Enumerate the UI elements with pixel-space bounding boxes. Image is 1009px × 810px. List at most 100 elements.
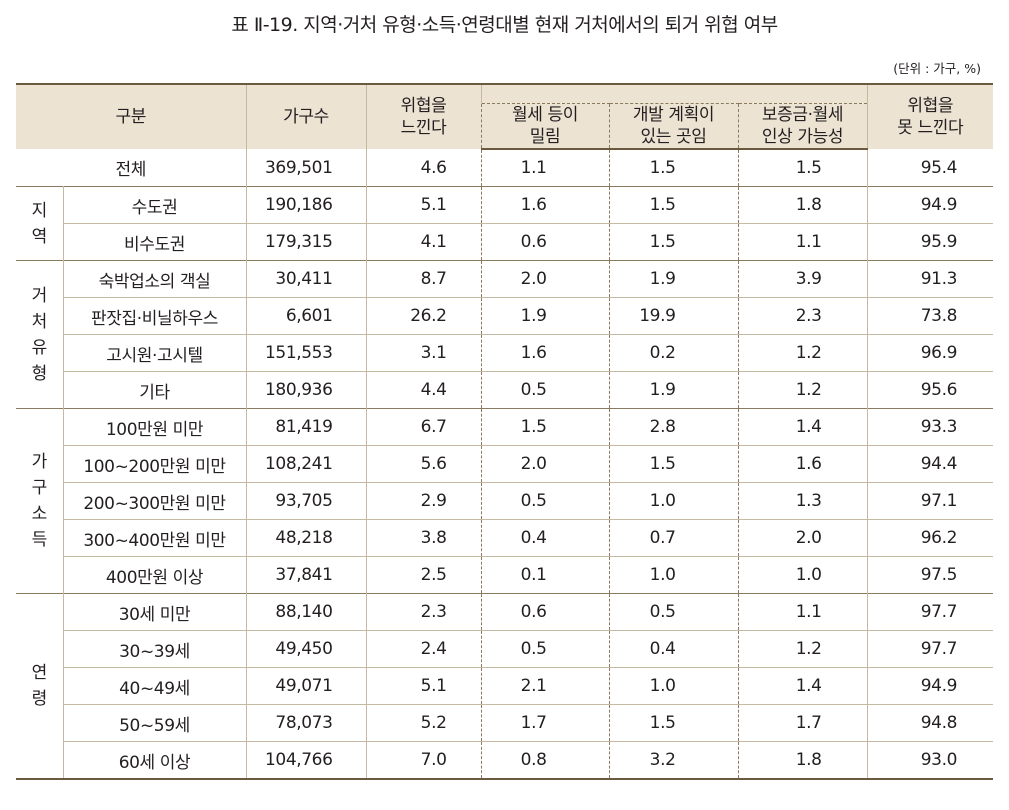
row-label: 비수도권 xyxy=(63,223,247,261)
cell-reason-rent-increase: 1.8 xyxy=(737,741,868,780)
row-label: 판잣집·비닐하우스 xyxy=(63,297,247,335)
cell-reason-development: 1.5 xyxy=(608,445,739,483)
cell-threat: 5.6 xyxy=(365,445,482,483)
cell-threat: 2.4 xyxy=(365,630,482,668)
cell-threat: 4.4 xyxy=(365,371,482,409)
group-label-char: 형 xyxy=(31,363,48,384)
cell-households: 6,601 xyxy=(245,297,367,335)
cell-reason-rent-arrears: 1.6 xyxy=(480,334,610,372)
cell-reason-rent-increase: 1.8 xyxy=(737,186,868,224)
header-threat: 위협을 느낀다 xyxy=(365,83,482,149)
table-row: 60세 이상 104,766 7.0 0.8 3.2 1.8 93.0 xyxy=(16,741,994,780)
cell-threat: 4.6 xyxy=(365,149,482,187)
table-row: 30~39세 49,450 2.4 0.5 0.4 1.2 97.7 xyxy=(16,630,994,668)
table-row: 40~49세 49,071 5.1 2.1 1.0 1.4 94.9 xyxy=(16,667,994,705)
cell-reason-rent-arrears: 1.5 xyxy=(480,408,610,446)
unit-note: (단위 : 가구, %) xyxy=(893,61,981,76)
cell-reason-rent-increase: 1.2 xyxy=(737,334,868,372)
table-row: 400만원 이상 37,841 2.5 0.1 1.0 1.0 97.5 xyxy=(16,556,994,594)
cell-reason-development: 1.5 xyxy=(608,704,739,742)
cell-households: 49,450 xyxy=(245,630,367,668)
header-category: 구분 xyxy=(16,83,247,149)
cell-reason-rent-increase: 1.5 xyxy=(737,149,868,187)
cell-reason-rent-arrears: 2.0 xyxy=(480,260,610,298)
cell-reason-rent-increase: 1.2 xyxy=(737,630,868,668)
cell-threat: 2.3 xyxy=(365,593,482,631)
row-label: 전체 xyxy=(115,160,147,180)
cell-reason-rent-arrears: 2.1 xyxy=(480,667,610,705)
data-table: 구분 가구수 위협을 느낀다 위협을 못 느낀다 월세 등이 밀림 개발 계획이… xyxy=(16,83,994,780)
cell-reason-development: 0.5 xyxy=(608,593,739,631)
cell-reason-rent-arrears: 1.9 xyxy=(480,297,610,335)
cell-households: 104,766 xyxy=(245,741,367,780)
cell-households: 369,501 xyxy=(245,149,367,187)
cell-reason-rent-arrears: 1.1 xyxy=(480,149,610,187)
table-row: 거 처 유 형 숙박업소의 객실 30,411 8.7 2.0 1.9 3.9 91.3 xyxy=(16,260,994,409)
cell-reason-rent-arrears: 0.1 xyxy=(480,556,610,594)
row-label: 100~200만원 미만 xyxy=(63,445,247,483)
header-households: 가구수 xyxy=(245,83,367,149)
row-label: 200~300만원 미만 xyxy=(63,482,247,520)
cell-households: 78,073 xyxy=(245,704,367,742)
cell-households: 81,419 xyxy=(245,408,367,446)
cell-reason-development: 1.9 xyxy=(608,371,739,409)
cell-reason-rent-arrears: 0.5 xyxy=(480,630,610,668)
cell-no-threat: 97.7 xyxy=(866,630,994,668)
cell-reason-development: 1.0 xyxy=(608,667,739,705)
table-row: 비수도권 179,315 4.1 0.6 1.5 1.1 95.9 xyxy=(16,223,994,261)
cell-reason-development: 3.2 xyxy=(608,741,739,780)
cell-reason-development: 1.0 xyxy=(608,556,739,594)
cell-reason-rent-increase: 2.0 xyxy=(737,519,868,557)
group-label-char: 유 xyxy=(31,337,48,358)
cell-no-threat: 97.5 xyxy=(866,556,994,594)
row-label: 300~400만원 미만 xyxy=(63,519,247,557)
header-reason-rent-increase: 보증금·월세 인상 가능성 xyxy=(737,103,868,150)
cell-reason-development: 0.4 xyxy=(608,630,739,668)
cell-households: 48,218 xyxy=(245,519,367,557)
cell-reason-development: 1.5 xyxy=(608,149,739,187)
cell-reason-development: 19.9 xyxy=(608,297,739,335)
cell-threat: 5.1 xyxy=(365,186,482,224)
cell-reason-development: 2.8 xyxy=(608,408,739,446)
cell-reason-rent-arrears: 0.5 xyxy=(480,482,610,520)
table-row: 50~59세 78,073 5.2 1.7 1.5 1.7 94.8 xyxy=(16,704,994,742)
cell-threat: 2.9 xyxy=(365,482,482,520)
cell-reason-rent-increase: 1.1 xyxy=(737,223,868,261)
cell-no-threat: 97.1 xyxy=(866,482,994,520)
table-body: 전체 369,501 4.6 1.1 1.5 1.5 95.4 지 역 수도권 190… xyxy=(16,149,994,780)
header-reason-group xyxy=(480,83,868,104)
header-reason-rent-arrears: 월세 등이 밀림 xyxy=(480,103,610,150)
cell-reason-development: 0.2 xyxy=(608,334,739,372)
row-label: 30~39세 xyxy=(63,630,247,668)
cell-households: 30,411 xyxy=(245,260,367,298)
cell-households: 108,241 xyxy=(245,445,367,483)
table-row: 200~300만원 미만 93,705 2.9 0.5 1.0 1.3 97.1 xyxy=(16,482,994,520)
row-label: 고시원·고시텔 xyxy=(63,334,247,372)
cell-reason-rent-arrears: 0.8 xyxy=(480,741,610,780)
cell-households: 88,140 xyxy=(245,593,367,631)
cell-no-threat: 95.4 xyxy=(866,149,994,187)
cell-threat: 2.5 xyxy=(365,556,482,594)
group-label-char: 가 xyxy=(31,452,48,472)
cell-households: 180,936 xyxy=(245,371,367,409)
cell-threat: 6.7 xyxy=(365,408,482,446)
group-label-char: 연 xyxy=(31,663,48,683)
cell-threat: 8.7 xyxy=(365,260,482,298)
cell-threat: 5.2 xyxy=(365,704,482,742)
cell-no-threat: 97.7 xyxy=(866,593,994,631)
cell-threat: 26.2 xyxy=(365,297,482,335)
row-label: 숙박업소의 객실 xyxy=(63,260,247,298)
cell-reason-rent-arrears: 0.6 xyxy=(480,593,610,631)
group-label-char: 처 xyxy=(31,311,48,332)
row-label: 60세 이상 xyxy=(63,741,247,780)
table-row: 판잣집·비닐하우스 6,601 26.2 1.9 19.9 2.3 73.8 xyxy=(16,297,994,335)
row-label: 400만원 이상 xyxy=(63,556,247,594)
cell-reason-rent-increase: 1.4 xyxy=(737,667,868,705)
table-row: 기타 180,936 4.4 0.5 1.9 1.2 95.6 xyxy=(16,371,994,409)
cell-threat: 5.1 xyxy=(365,667,482,705)
table-row: 100~200만원 미만 108,241 5.6 2.0 1.5 1.6 94.4 xyxy=(16,445,994,483)
table-row: 300~400만원 미만 48,218 3.8 0.4 0.7 2.0 96.2 xyxy=(16,519,994,557)
